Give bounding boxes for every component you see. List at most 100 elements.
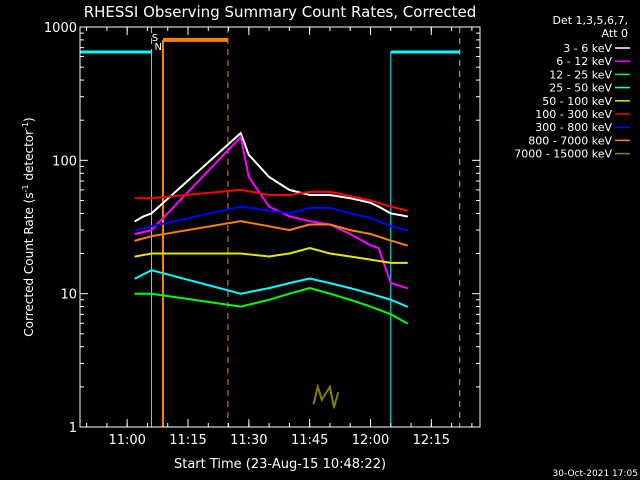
data-point	[268, 298, 271, 301]
legend-label: 25 - 50 keV	[549, 82, 612, 95]
data-point	[328, 194, 331, 196]
data-point	[134, 233, 137, 235]
data-point	[406, 215, 408, 218]
data-point	[150, 229, 153, 232]
y-tick-label: 1000	[44, 21, 77, 36]
data-point	[150, 252, 153, 255]
data-point	[150, 225, 153, 228]
x-tick-label: 11:30	[230, 433, 267, 448]
data-point	[308, 223, 311, 226]
data-point	[389, 239, 392, 242]
data-point	[328, 252, 331, 255]
data-point	[369, 258, 372, 261]
data-point	[268, 176, 271, 178]
data-point	[349, 233, 352, 235]
data-point	[316, 385, 319, 388]
legend-label: 12 - 25 keV	[549, 68, 612, 81]
data-point	[369, 233, 372, 235]
data-point	[239, 188, 242, 191]
data-point	[308, 194, 311, 196]
data-point	[389, 282, 392, 285]
data-point	[288, 188, 291, 191]
data-point	[349, 298, 352, 301]
x-tick-label: 11:00	[108, 433, 145, 448]
data-point	[406, 229, 408, 232]
legend-title-1: Det 1,3,5,6,7,	[552, 14, 628, 27]
data-point	[349, 255, 352, 258]
data-point	[377, 247, 380, 249]
x-tick-label: 12:15	[413, 433, 450, 448]
data-point	[268, 194, 271, 196]
data-point	[308, 190, 311, 193]
data-point	[268, 225, 271, 228]
data-point	[150, 292, 153, 295]
x-tick-label: 11:15	[169, 433, 206, 448]
data-point	[406, 244, 408, 247]
data-point	[369, 292, 372, 295]
data-point	[312, 402, 315, 405]
data-point	[308, 206, 311, 209]
plot-frame	[79, 26, 481, 428]
data-point	[239, 220, 242, 223]
data-point	[406, 287, 408, 290]
data-point	[268, 209, 271, 212]
y-axis-label: Corrected Count Rate (s-1 detector-1)	[21, 117, 36, 336]
data-point	[288, 215, 291, 218]
data-point	[389, 212, 392, 215]
data-point	[247, 176, 250, 178]
legend-label: 100 - 300 keV	[535, 108, 612, 121]
legend-label: 800 - 7000 keV	[528, 134, 612, 147]
data-point	[328, 292, 331, 295]
plot-area: SN	[80, 27, 461, 427]
data-point	[389, 313, 392, 316]
data-point	[320, 398, 323, 401]
data-point	[328, 223, 331, 226]
x-tick-label: 11:45	[291, 433, 328, 448]
x-axis-label: Start Time (23-Aug-15 10:48:22)	[174, 457, 386, 472]
marker-label: S	[152, 33, 158, 44]
data-point	[337, 392, 340, 394]
data-point	[389, 298, 392, 301]
data-point	[239, 132, 242, 135]
data-point	[406, 305, 408, 308]
data-point	[328, 190, 331, 193]
data-point	[328, 206, 331, 209]
data-point	[150, 235, 153, 238]
data-point	[308, 247, 311, 249]
legend-label: 6 - 12 keV	[556, 55, 612, 68]
series-line	[312, 383, 340, 408]
data-point	[308, 287, 311, 290]
data-point	[308, 220, 311, 223]
data-point	[406, 261, 408, 264]
data-point	[349, 287, 352, 290]
data-point	[349, 195, 352, 197]
data-point	[369, 201, 372, 204]
timestamp: 30-Oct-2021 17:05	[553, 469, 638, 479]
y-tick-label: 1	[69, 421, 77, 436]
data-point	[239, 252, 242, 255]
data-point	[389, 225, 392, 228]
data-point	[150, 269, 153, 272]
data-point	[349, 197, 352, 200]
legend-label: 7000 - 15000 keV	[514, 148, 612, 161]
data-point	[268, 205, 271, 208]
data-point	[369, 216, 372, 219]
chart-title: RHESSI Observing Summary Count Rates, Co…	[84, 3, 477, 21]
data-point	[134, 197, 137, 200]
x-tick-label: 12:00	[352, 433, 389, 448]
data-point	[134, 292, 137, 295]
data-point	[369, 244, 372, 247]
data-point	[288, 194, 291, 196]
data-point	[308, 277, 311, 280]
data-point	[239, 135, 242, 138]
data-point	[333, 406, 335, 409]
y-tick-label: 100	[52, 154, 77, 169]
data-point	[134, 255, 137, 258]
data-point	[369, 199, 372, 202]
data-point	[288, 292, 291, 295]
series-line	[135, 246, 407, 264]
data-point	[247, 153, 250, 156]
data-point	[389, 205, 392, 208]
